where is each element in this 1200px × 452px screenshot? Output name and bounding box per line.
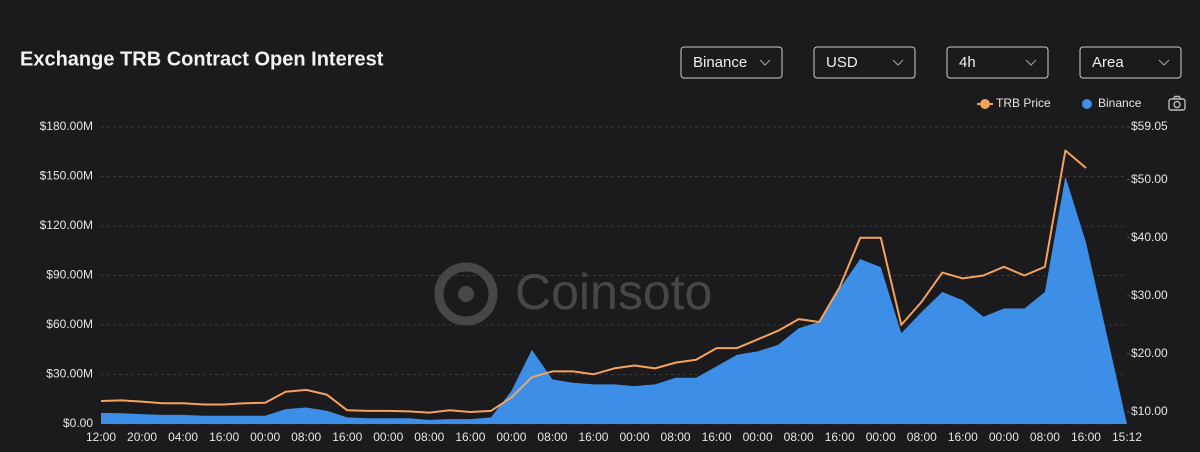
y2-tick-label: $20.00 — [1131, 346, 1168, 360]
x-tick-label: 00:00 — [866, 430, 896, 444]
y-tick-label: $0.00 — [63, 416, 93, 430]
dropdown-label: Binance — [693, 54, 747, 71]
y-tick-label: $120.00M — [40, 218, 93, 232]
x-tick-label: 20:00 — [127, 430, 157, 444]
y2-tick-label: $50.00 — [1131, 172, 1168, 186]
legend-label: Binance — [1098, 96, 1142, 110]
x-tick-label: 00:00 — [250, 430, 280, 444]
dropdown-label: USD — [826, 54, 858, 71]
x-tick-label: 16:00 — [1071, 430, 1101, 444]
x-tick-label: 08:00 — [907, 430, 937, 444]
dropdown-box — [680, 46, 783, 79]
y-tick-label: $60.00M — [46, 317, 93, 331]
watermark: Coinsoto — [434, 262, 712, 326]
x-tick-label: 04:00 — [168, 430, 198, 444]
y-tick-label: $30.00M — [46, 367, 93, 381]
legend-marker — [1082, 99, 1092, 109]
watermark-logo — [434, 262, 498, 326]
dropdown-label: Area — [1092, 54, 1124, 71]
x-tick-label: 12:00 — [86, 430, 116, 444]
y2-tick-label: $30.00 — [1131, 288, 1168, 302]
x-tick-label: 00:00 — [496, 430, 526, 444]
y-tick-label: $90.00M — [46, 268, 93, 282]
dropdown-chevron — [1158, 59, 1170, 66]
x-tick-label: 16:00 — [578, 430, 608, 444]
x-tick-label: 00:00 — [989, 430, 1019, 444]
watermark-logo-dot — [458, 286, 474, 302]
x-tick-label: 16:00 — [332, 430, 362, 444]
y2-tick-label: $59.05 — [1131, 119, 1168, 133]
camera-icon[interactable] — [1168, 95, 1186, 111]
x-tick-label: 16:00 — [455, 430, 485, 444]
dropdown-box — [813, 46, 916, 79]
dropdown-chevron — [759, 59, 771, 66]
x-tick-label: 16:00 — [702, 430, 732, 444]
y2-tick-label: $10.00 — [1131, 404, 1168, 418]
y2-tick-label: $40.00 — [1131, 230, 1168, 244]
dropdown-box — [1079, 46, 1182, 79]
x-tick-label: 08:00 — [537, 430, 567, 444]
watermark-text: Coinsoto — [515, 264, 712, 320]
x-tick-label: 08:00 — [1030, 430, 1060, 444]
dropdown[interactable]: 4h — [946, 46, 1049, 79]
x-tick-label: 08:00 — [661, 430, 691, 444]
x-tick-label: 00:00 — [373, 430, 403, 444]
dropdown-label: 4h — [959, 54, 976, 71]
dropdown-box — [946, 46, 1049, 79]
legend-item[interactable]: TRB Price — [977, 96, 1051, 110]
x-tick-label: 16:00 — [209, 430, 239, 444]
dropdown[interactable]: USD — [813, 46, 916, 79]
controls: Binance USD 4h Area — [680, 46, 1182, 79]
dropdown-chevron — [1025, 59, 1037, 66]
line — [100, 149, 1087, 414]
x-tick-label: 16:00 — [825, 430, 855, 444]
x-tick-label: 08:00 — [784, 430, 814, 444]
x-tick-label: 08:00 — [291, 430, 321, 444]
legend: TRB Price Binance — [977, 96, 1142, 110]
legend-marker — [980, 99, 990, 109]
plot: Coinsoto $0.00 $30.00M $60.00M $90.00M $120.0… — [40, 119, 1168, 444]
x-tick-label: 15:12 — [1112, 430, 1142, 444]
legend-label: TRB Price — [996, 96, 1051, 110]
x-tick-label: 16:00 — [948, 430, 978, 444]
chart-title: Exchange TRB Contract Open Interest — [20, 48, 384, 70]
x-tick-label: 08:00 — [414, 430, 444, 444]
dropdown[interactable]: Binance — [680, 46, 783, 79]
y-tick-label: $180.00M — [40, 119, 93, 133]
area — [101, 176, 1127, 424]
x-tick-label: 00:00 — [743, 430, 773, 444]
legend-item[interactable]: Binance — [1082, 96, 1142, 110]
x-tick-label: 00:00 — [620, 430, 650, 444]
dropdown-chevron — [892, 59, 904, 66]
y-tick-label: $150.00M — [40, 169, 93, 183]
dropdown[interactable]: Area — [1079, 46, 1182, 79]
